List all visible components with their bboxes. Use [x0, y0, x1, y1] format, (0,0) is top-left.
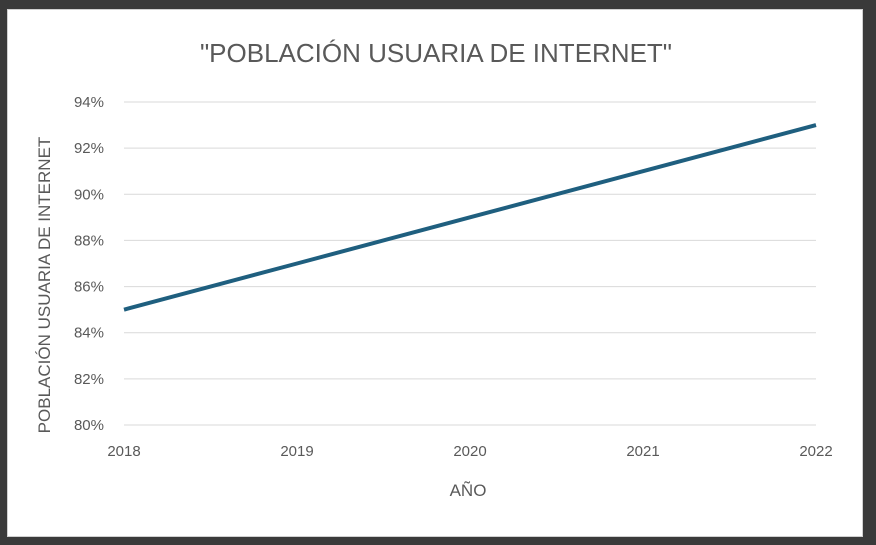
y-tick-label: 92% — [74, 140, 104, 157]
x-axis-title: AÑO — [450, 481, 487, 500]
y-tick-label: 86% — [74, 279, 104, 296]
x-tick-label: 2018 — [107, 443, 140, 460]
x-tick-label: 2019 — [280, 443, 313, 460]
x-tick-label: 2020 — [453, 443, 486, 460]
y-tick-label: 88% — [74, 232, 104, 249]
x-tick-labels: 2018 2019 2020 2021 2022 — [107, 443, 832, 460]
series-layer — [123, 123, 817, 312]
y-axis-title: POBLACIÓN USUARIA DE INTERNET — [35, 137, 54, 434]
y-tick-label: 80% — [74, 417, 104, 434]
chart-title: "POBLACIÓN USUARIA DE INTERNET" — [200, 38, 672, 68]
x-tick-label: 2022 — [799, 443, 832, 460]
y-tick-labels: 80% 82% 84% 86% 88% 90% 92% 94% — [74, 94, 104, 434]
series-line — [123, 123, 817, 312]
y-tick-label: 94% — [74, 94, 104, 111]
grid-layer — [124, 101, 816, 426]
chart-area — [7, 9, 863, 537]
y-tick-label: 82% — [74, 371, 104, 388]
y-tick-label: 84% — [74, 325, 104, 342]
x-tick-label: 2021 — [626, 443, 659, 460]
y-tick-label: 90% — [74, 186, 104, 203]
